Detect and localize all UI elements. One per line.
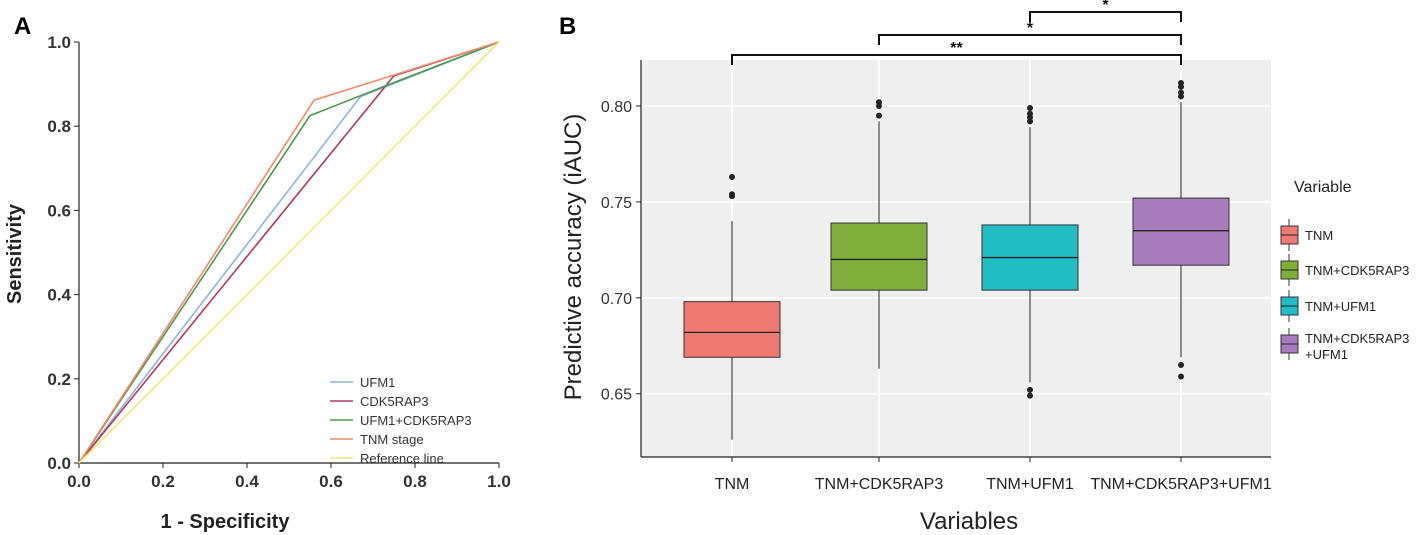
outlier-point [1027,386,1033,393]
box-iqr [1132,197,1230,266]
legend-label: TNM+UFM1 [1305,299,1376,314]
outlier-point [1178,80,1184,87]
boxplot-x-tick-label: TNM+CDK5RAP3+UFM1 [1090,476,1271,493]
panel-a-letter: A [14,13,31,40]
roc-legend-label: TNM stage [360,432,424,447]
boxplot-axes [636,60,1271,462]
roc-line [78,41,500,464]
boxplot-y-tick-label: 0.75 [601,195,632,212]
legend-label: TNM+CDK5RAP3 [1305,263,1409,278]
outlier-point [1027,392,1033,399]
significance-bracket [731,54,1182,65]
outlier-point [1178,373,1184,380]
roc-legend-label: UFM1 [360,375,395,390]
boxplot-tick-labels: 0.65 0.70 0.75 0.80 TNM TNM+CDK5RAP3 TNM+UFM1 T… [601,99,1272,493]
box-iqr [683,301,781,358]
legend-label: TNM [1305,228,1333,243]
significance-label: ** [950,40,963,57]
boxplot-x-tick-label: TNM+UFM1 [986,476,1074,493]
boxplot-x-axis-title: Variables [920,508,1018,535]
boxplot-x-tick-label: TNM+CDK5RAP3 [815,476,944,493]
significance-bracket [1029,11,1182,22]
legend-label: +UFM1 [1305,347,1348,362]
roc-x-tick-label: 0.4 [235,472,259,491]
roc-y-tick-label: 0.6 [47,201,71,220]
box-iqr [830,222,928,291]
roc-lines [78,41,500,464]
roc-legend-label: CDK5RAP3 [360,394,429,409]
roc-chart: 0.00.0 0.2 0.2 0.4 0.4 0.6 0.6 0.8 0.8 1.0 1.0 1 -… [4,33,511,533]
outlier-point [876,99,882,106]
roc-legend: UFM1 CDK5RAP3 UFM1+CDK5RAP3 TNM stage Refere… [330,375,472,466]
roc-x-tick-label: 0.2 [151,472,175,491]
roc-x-tick-label: 0.8 [403,472,427,491]
boxplot-y-axis-title: Predictive accuracy (iAUC) [560,114,587,401]
roc-x-axis-title: 1 - Specificity [161,511,291,533]
roc-legend-label: Reference line [360,451,444,466]
roc-y-tick-label: 0.2 [47,370,71,389]
roc-y-tick-label: 0.8 [47,117,71,136]
roc-x-tick-label: 0.0 [67,472,91,491]
roc-line [78,41,500,464]
boxplot-boxes [683,80,1230,440]
legend-label: TNM+CDK5RAP3 [1305,331,1409,346]
roc-x-tick-label: 1.0 [487,472,511,491]
roc-legend-label: UFM1+CDK5RAP3 [360,413,472,428]
outlier-point [1027,110,1033,117]
significance-bracket [878,34,1182,45]
significance-brackets: **** [731,0,1182,65]
significance-label: * [1027,20,1034,37]
roc-tick-labels: 0.00.0 0.2 0.2 0.4 0.4 0.6 0.6 0.8 0.8 1.0 1.0 [47,33,510,491]
legend-title: Variable [1294,179,1352,196]
outlier-point [729,173,735,180]
roc-line [78,41,500,464]
roc-axes [74,41,500,468]
panel-b-letter: B [559,13,576,40]
outlier-point [729,191,735,198]
roc-y-tick-label: 0.4 [47,286,71,305]
outlier-point [1027,104,1033,111]
boxplot-y-tick-label: 0.70 [601,291,632,308]
boxplot-y-tick-label: 0.80 [601,99,632,116]
boxplot-y-tick-label: 0.65 [601,387,632,404]
outlier-point [1178,89,1184,96]
roc-y-tick-label: 1.0 [47,33,71,52]
roc-x-tick-label: 0.6 [319,472,343,491]
roc-y-axis-title: Sensitivity [4,203,26,304]
significance-label: * [1102,0,1109,14]
roc-y-tick-label: 0.0 [47,454,71,473]
boxplot-x-tick-label: TNM [715,476,750,493]
outlier-point [1178,361,1184,368]
outlier-point [876,112,882,119]
